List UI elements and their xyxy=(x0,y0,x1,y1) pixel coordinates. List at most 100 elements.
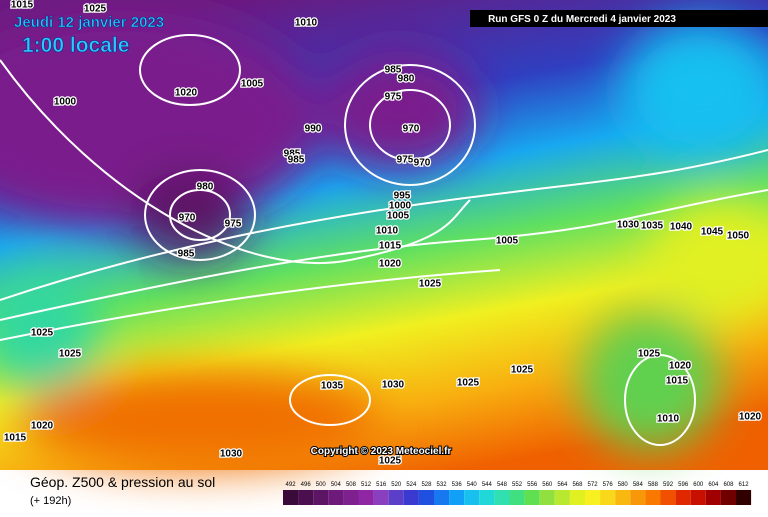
scale-swatch xyxy=(585,490,601,505)
scale-swatch xyxy=(418,490,434,505)
scale-swatch xyxy=(524,490,540,505)
forecast-time: 1:00 locale xyxy=(22,34,129,57)
isobar-label: 1045 xyxy=(701,227,724,238)
isobar-label: 1020 xyxy=(739,412,762,423)
scale-label: 508 xyxy=(346,482,357,488)
scale-label: 564 xyxy=(557,482,568,488)
isobar-label: 1005 xyxy=(496,236,519,247)
scale-label: 520 xyxy=(391,482,402,488)
isobar-label: 975 xyxy=(225,219,242,230)
isobar-label: 995 xyxy=(394,191,411,202)
scale-label: 524 xyxy=(406,482,417,488)
isobar-label: 975 xyxy=(397,155,414,166)
isobar-label: 1035 xyxy=(641,221,664,232)
scale-label: 604 xyxy=(708,482,719,488)
scale-swatch xyxy=(434,490,450,505)
scale-label: 544 xyxy=(482,482,493,488)
color-scale: 492 496 500 504 508 512 516 520 524 528 532 536 540 5… xyxy=(283,482,752,505)
isobar-label: 985 xyxy=(284,149,301,160)
isobar-label: 1000 xyxy=(389,201,412,212)
scale-label: 600 xyxy=(693,482,704,488)
isobar-label: 1025 xyxy=(457,378,480,389)
scale-label: 496 xyxy=(301,482,312,488)
isobar-label: 990 xyxy=(305,124,322,135)
scale-swatch xyxy=(705,490,721,505)
isobar-label: 1050 xyxy=(727,231,750,242)
scale-label: 512 xyxy=(361,482,372,488)
isobar-label: 985 xyxy=(385,65,402,76)
scale-swatch xyxy=(554,490,570,505)
scale-swatch xyxy=(449,490,465,505)
scale-label: 612 xyxy=(739,482,750,488)
scale-swatch xyxy=(328,490,344,505)
isobar-label: 1000 xyxy=(54,97,77,108)
scale-swatch xyxy=(464,490,480,505)
scale-swatch xyxy=(313,490,329,505)
scale-label: 500 xyxy=(316,482,327,488)
scale-label: 584 xyxy=(633,482,644,488)
scale-swatch xyxy=(509,490,525,505)
isobar-label: 985 xyxy=(178,249,195,260)
isobar-label: 1020 xyxy=(31,421,54,432)
scale-label: 516 xyxy=(376,482,387,488)
isobar-label: 1015 xyxy=(379,241,402,252)
scale-label: 536 xyxy=(452,482,463,488)
scale-swatch xyxy=(569,490,585,505)
isobar-label: 1005 xyxy=(241,79,264,90)
scale-label: 532 xyxy=(437,482,448,488)
scale-swatch xyxy=(388,490,404,505)
footer-lead: (+ 192h) xyxy=(30,495,71,507)
scale-label: 556 xyxy=(527,482,538,488)
scale-label: 580 xyxy=(618,482,629,488)
scale-swatch xyxy=(630,490,646,505)
isobar-label: 1025 xyxy=(419,279,442,290)
scale-swatch xyxy=(615,490,631,505)
isobar-label: 1015 xyxy=(11,0,34,11)
isobar-label: 1010 xyxy=(295,18,318,29)
scale-label: 568 xyxy=(572,482,583,488)
scale-swatch xyxy=(494,490,510,505)
isobar-label: 1005 xyxy=(387,211,410,222)
scale-swatch xyxy=(645,490,661,505)
isobar-label: 1025 xyxy=(59,349,82,360)
isobar-label: 1035 xyxy=(321,381,344,392)
isobar-label: 985 xyxy=(288,155,305,166)
scale-label: 560 xyxy=(542,482,553,488)
scale-label: 592 xyxy=(663,482,674,488)
isobar-label: 975 xyxy=(385,92,402,103)
isobar-label: 980 xyxy=(398,74,415,85)
scale-label: 540 xyxy=(467,482,478,488)
scale-label: 588 xyxy=(648,482,659,488)
scale-label: 608 xyxy=(723,482,734,488)
scale-swatch xyxy=(539,490,555,505)
run-box xyxy=(470,10,768,27)
copyright: Copyright © 2023 Meteociel.fr xyxy=(311,446,452,457)
scale-swatch xyxy=(358,490,374,505)
isobar-label: 1025 xyxy=(511,365,534,376)
scale-swatch xyxy=(720,490,736,505)
isobar-label: 1020 xyxy=(379,259,402,270)
scale-label: 528 xyxy=(421,482,432,488)
isobar-label: 1015 xyxy=(666,376,689,387)
scale-swatch xyxy=(479,490,495,505)
map-background xyxy=(0,0,768,470)
scale-swatch xyxy=(403,490,419,505)
forecast-date: Jeudi 12 janvier 2023 xyxy=(14,14,164,31)
isobar-label: 1020 xyxy=(669,361,692,372)
scale-label: 596 xyxy=(678,482,689,488)
scale-swatch xyxy=(283,490,299,505)
isobar-label: 1030 xyxy=(382,380,405,391)
isobar-label: 1040 xyxy=(670,222,693,233)
scale-label: 552 xyxy=(512,482,523,488)
isobar-label: 1010 xyxy=(376,226,399,237)
scale-label: 492 xyxy=(286,482,297,488)
scale-swatch xyxy=(343,490,359,505)
isobar-label: 970 xyxy=(414,158,431,169)
scale-swatch xyxy=(600,490,616,505)
scale-swatch xyxy=(675,490,691,505)
scale-swatch xyxy=(690,490,706,505)
scale-label: 504 xyxy=(331,482,342,488)
isobar-label: 970 xyxy=(403,124,420,135)
scale-swatch xyxy=(298,490,314,505)
